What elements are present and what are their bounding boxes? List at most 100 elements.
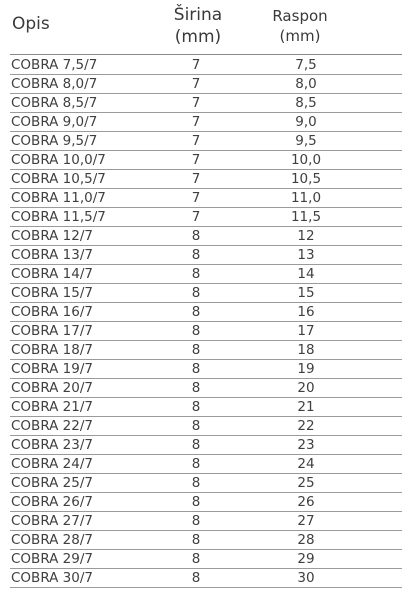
table-row: COBRA 24/7 8 24 [10, 455, 402, 474]
cell-sirina: 8 [191, 513, 201, 529]
cell-raspon: 8,0 [295, 76, 317, 92]
cell-sirina: 7 [191, 171, 201, 187]
cell-raspon: 11,0 [290, 190, 322, 206]
table-row: COBRA 10,5/7 7 10,5 [10, 170, 402, 189]
cell-opis: COBRA 8,5/7 [11, 95, 98, 111]
cell-sirina: 8 [191, 570, 201, 586]
cell-sirina: 8 [191, 323, 201, 339]
header-sirina-label: Širina [173, 5, 223, 25]
header-raspon-label: Raspon [272, 7, 328, 25]
cell-sirina: 8 [191, 380, 201, 396]
table-row: COBRA 10,0/7 7 10,0 [10, 151, 402, 170]
cell-sirina: 7 [191, 114, 201, 130]
cell-sirina: 8 [191, 228, 201, 244]
cell-raspon: 7,5 [295, 57, 317, 73]
cell-opis: COBRA 19/7 [11, 361, 93, 377]
cell-raspon: 25 [297, 475, 315, 491]
cell-opis: COBRA 24/7 [11, 456, 93, 472]
table-row: COBRA 22/7 8 22 [10, 417, 402, 436]
cell-sirina: 8 [191, 456, 201, 472]
table-row: COBRA 9,0/7 7 9,0 [10, 113, 402, 132]
cell-sirina: 8 [191, 437, 201, 453]
cell-raspon: 17 [297, 323, 315, 339]
cell-opis: COBRA 11,0/7 [11, 190, 106, 206]
cell-raspon: 13 [297, 247, 315, 263]
cell-raspon: 10,5 [290, 171, 322, 187]
cell-raspon: 27 [297, 513, 315, 529]
cell-opis: COBRA 14/7 [11, 266, 93, 282]
cell-sirina: 8 [191, 342, 201, 358]
cell-sirina: 8 [191, 532, 201, 548]
cell-raspon: 26 [297, 494, 315, 510]
cell-opis: COBRA 13/7 [11, 247, 93, 263]
cell-sirina: 7 [191, 95, 201, 111]
cell-sirina: 8 [191, 304, 201, 320]
cell-opis: COBRA 17/7 [11, 323, 93, 339]
table-row: COBRA 21/7 8 21 [10, 398, 402, 417]
cell-raspon: 15 [297, 285, 315, 301]
cell-opis: COBRA 22/7 [11, 418, 93, 434]
cell-opis: COBRA 8,0/7 [11, 76, 98, 92]
table-row: COBRA 14/7 8 14 [10, 265, 402, 284]
table-row: COBRA 28/7 8 28 [10, 531, 402, 550]
cell-opis: COBRA 25/7 [11, 475, 93, 491]
cell-raspon: 22 [297, 418, 315, 434]
cell-sirina: 7 [191, 57, 201, 73]
cell-opis: COBRA 27/7 [11, 513, 93, 529]
header-raspon: Raspon (mm) [260, 6, 340, 46]
table-row: COBRA 16/7 8 16 [10, 303, 402, 322]
cell-opis: COBRA 29/7 [11, 551, 93, 567]
table-row: COBRA 12/7 8 12 [10, 227, 402, 246]
cell-sirina: 8 [191, 494, 201, 510]
cell-raspon: 10,0 [290, 152, 322, 168]
cell-raspon: 21 [297, 399, 315, 415]
cell-opis: COBRA 10,5/7 [11, 171, 106, 187]
cell-sirina: 8 [191, 247, 201, 263]
table-row: COBRA 15/7 8 15 [10, 284, 402, 303]
cell-raspon: 28 [297, 532, 315, 548]
cell-sirina: 8 [191, 399, 201, 415]
table-row: COBRA 23/7 8 23 [10, 436, 402, 455]
cell-opis: COBRA 21/7 [11, 399, 93, 415]
cell-raspon: 16 [297, 304, 315, 320]
cell-raspon: 9,5 [295, 133, 317, 149]
header-raspon-unit: (mm) [279, 27, 321, 45]
cell-sirina: 8 [191, 551, 201, 567]
cell-raspon: 8,5 [295, 95, 317, 111]
cell-opis: COBRA 7,5/7 [11, 57, 98, 73]
cell-sirina: 8 [191, 361, 201, 377]
table-row: COBRA 8,5/7 7 8,5 [10, 94, 402, 113]
header-sirina-unit: (mm) [174, 27, 222, 47]
cell-raspon: 9,0 [295, 114, 317, 130]
cell-raspon: 24 [297, 456, 315, 472]
cell-opis: COBRA 10,0/7 [11, 152, 106, 168]
cell-sirina: 8 [191, 285, 201, 301]
table-row: COBRA 17/7 8 17 [10, 322, 402, 341]
product-table: Opis Širina (mm) Raspon (mm) COBRA 7,5/7… [10, 0, 402, 588]
cell-raspon: 23 [297, 437, 315, 453]
header-opis: Opis [12, 14, 50, 34]
cell-raspon: 29 [297, 551, 315, 567]
cell-opis: COBRA 12/7 [11, 228, 93, 244]
table-row: COBRA 13/7 8 13 [10, 246, 402, 265]
cell-opis: COBRA 16/7 [11, 304, 93, 320]
cell-raspon: 30 [297, 570, 315, 586]
table-row: COBRA 26/7 8 26 [10, 493, 402, 512]
cell-opis: COBRA 18/7 [11, 342, 93, 358]
table-row: COBRA 27/7 8 27 [10, 512, 402, 531]
cell-opis: COBRA 28/7 [11, 532, 93, 548]
cell-raspon: 18 [297, 342, 315, 358]
table-row: COBRA 29/7 8 29 [10, 550, 402, 569]
table-row: COBRA 25/7 8 25 [10, 474, 402, 493]
cell-opis: COBRA 30/7 [11, 570, 93, 586]
cell-opis: COBRA 23/7 [11, 437, 93, 453]
cell-sirina: 7 [191, 76, 201, 92]
cell-raspon: 20 [297, 380, 315, 396]
cell-sirina: 7 [191, 209, 201, 225]
cell-opis: COBRA 11,5/7 [11, 209, 106, 225]
cell-sirina: 7 [191, 152, 201, 168]
cell-raspon: 19 [297, 361, 315, 377]
cell-raspon: 14 [297, 266, 315, 282]
cell-opis: COBRA 26/7 [11, 494, 93, 510]
cell-opis: COBRA 9,0/7 [11, 114, 98, 130]
